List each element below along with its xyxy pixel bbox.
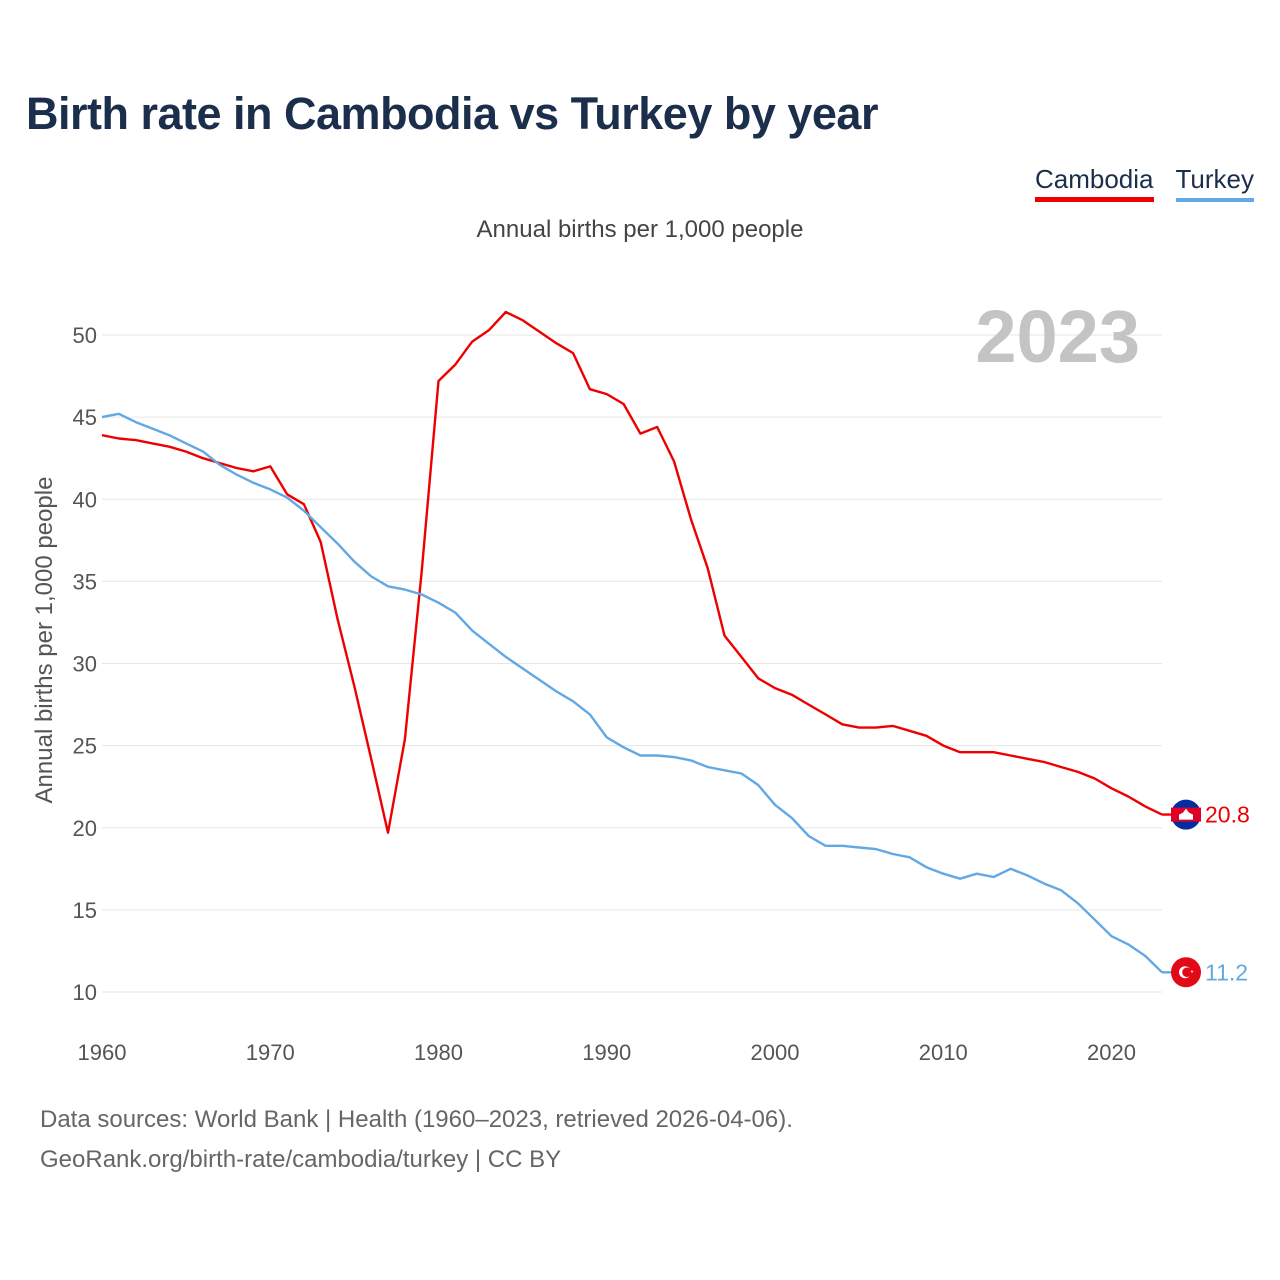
y-tick-label: 30 bbox=[73, 652, 97, 677]
legend-item-turkey[interactable]: Turkey bbox=[1175, 164, 1254, 202]
x-tick-label: 2000 bbox=[751, 1040, 800, 1065]
legend: Cambodia Turkey bbox=[1034, 164, 1254, 202]
footer-source: Data sources: World Bank | Health (1960–… bbox=[40, 1106, 793, 1133]
x-tick-label: 1960 bbox=[78, 1040, 127, 1065]
x-tick-label: 1970 bbox=[246, 1040, 295, 1065]
legend-item-cambodia[interactable]: Cambodia bbox=[1034, 164, 1154, 202]
chart-subtitle: Annual births per 1,000 people bbox=[476, 216, 804, 243]
y-tick-label: 50 bbox=[73, 323, 97, 348]
chart-title: Birth rate in Cambodia vs Turkey by year bbox=[26, 88, 878, 139]
cambodia-flag-temple bbox=[1179, 808, 1193, 820]
y-axis-label: Annual births per 1,000 people bbox=[31, 477, 58, 804]
y-tick-label: 45 bbox=[73, 405, 97, 430]
x-tick-label: 2010 bbox=[919, 1040, 968, 1065]
series-line-cambodia bbox=[101, 310, 1163, 834]
end-label-cambodia: 20.8 bbox=[1205, 802, 1250, 828]
x-tick-label: 1990 bbox=[582, 1040, 631, 1065]
turkey-flag-crescent-cut bbox=[1182, 967, 1192, 978]
turkey-flag-star bbox=[1190, 969, 1194, 973]
end-label-turkey: 11.2 bbox=[1205, 959, 1248, 985]
y-tick-label: 10 bbox=[73, 980, 97, 1005]
year-label: 2023 bbox=[975, 295, 1140, 378]
series-line-turkey bbox=[101, 412, 1163, 974]
y-tick-label: 40 bbox=[73, 487, 97, 512]
y-tick-label: 20 bbox=[73, 816, 97, 841]
y-tick-label: 35 bbox=[73, 569, 97, 594]
footer-link[interactable]: GeoRank.org/birth-rate/cambodia/turkey |… bbox=[40, 1146, 562, 1173]
x-tick-label: 2020 bbox=[1087, 1040, 1136, 1065]
y-tick-label: 25 bbox=[73, 734, 97, 759]
x-tick-label: 1980 bbox=[414, 1040, 463, 1065]
y-tick-label: 15 bbox=[73, 898, 97, 923]
